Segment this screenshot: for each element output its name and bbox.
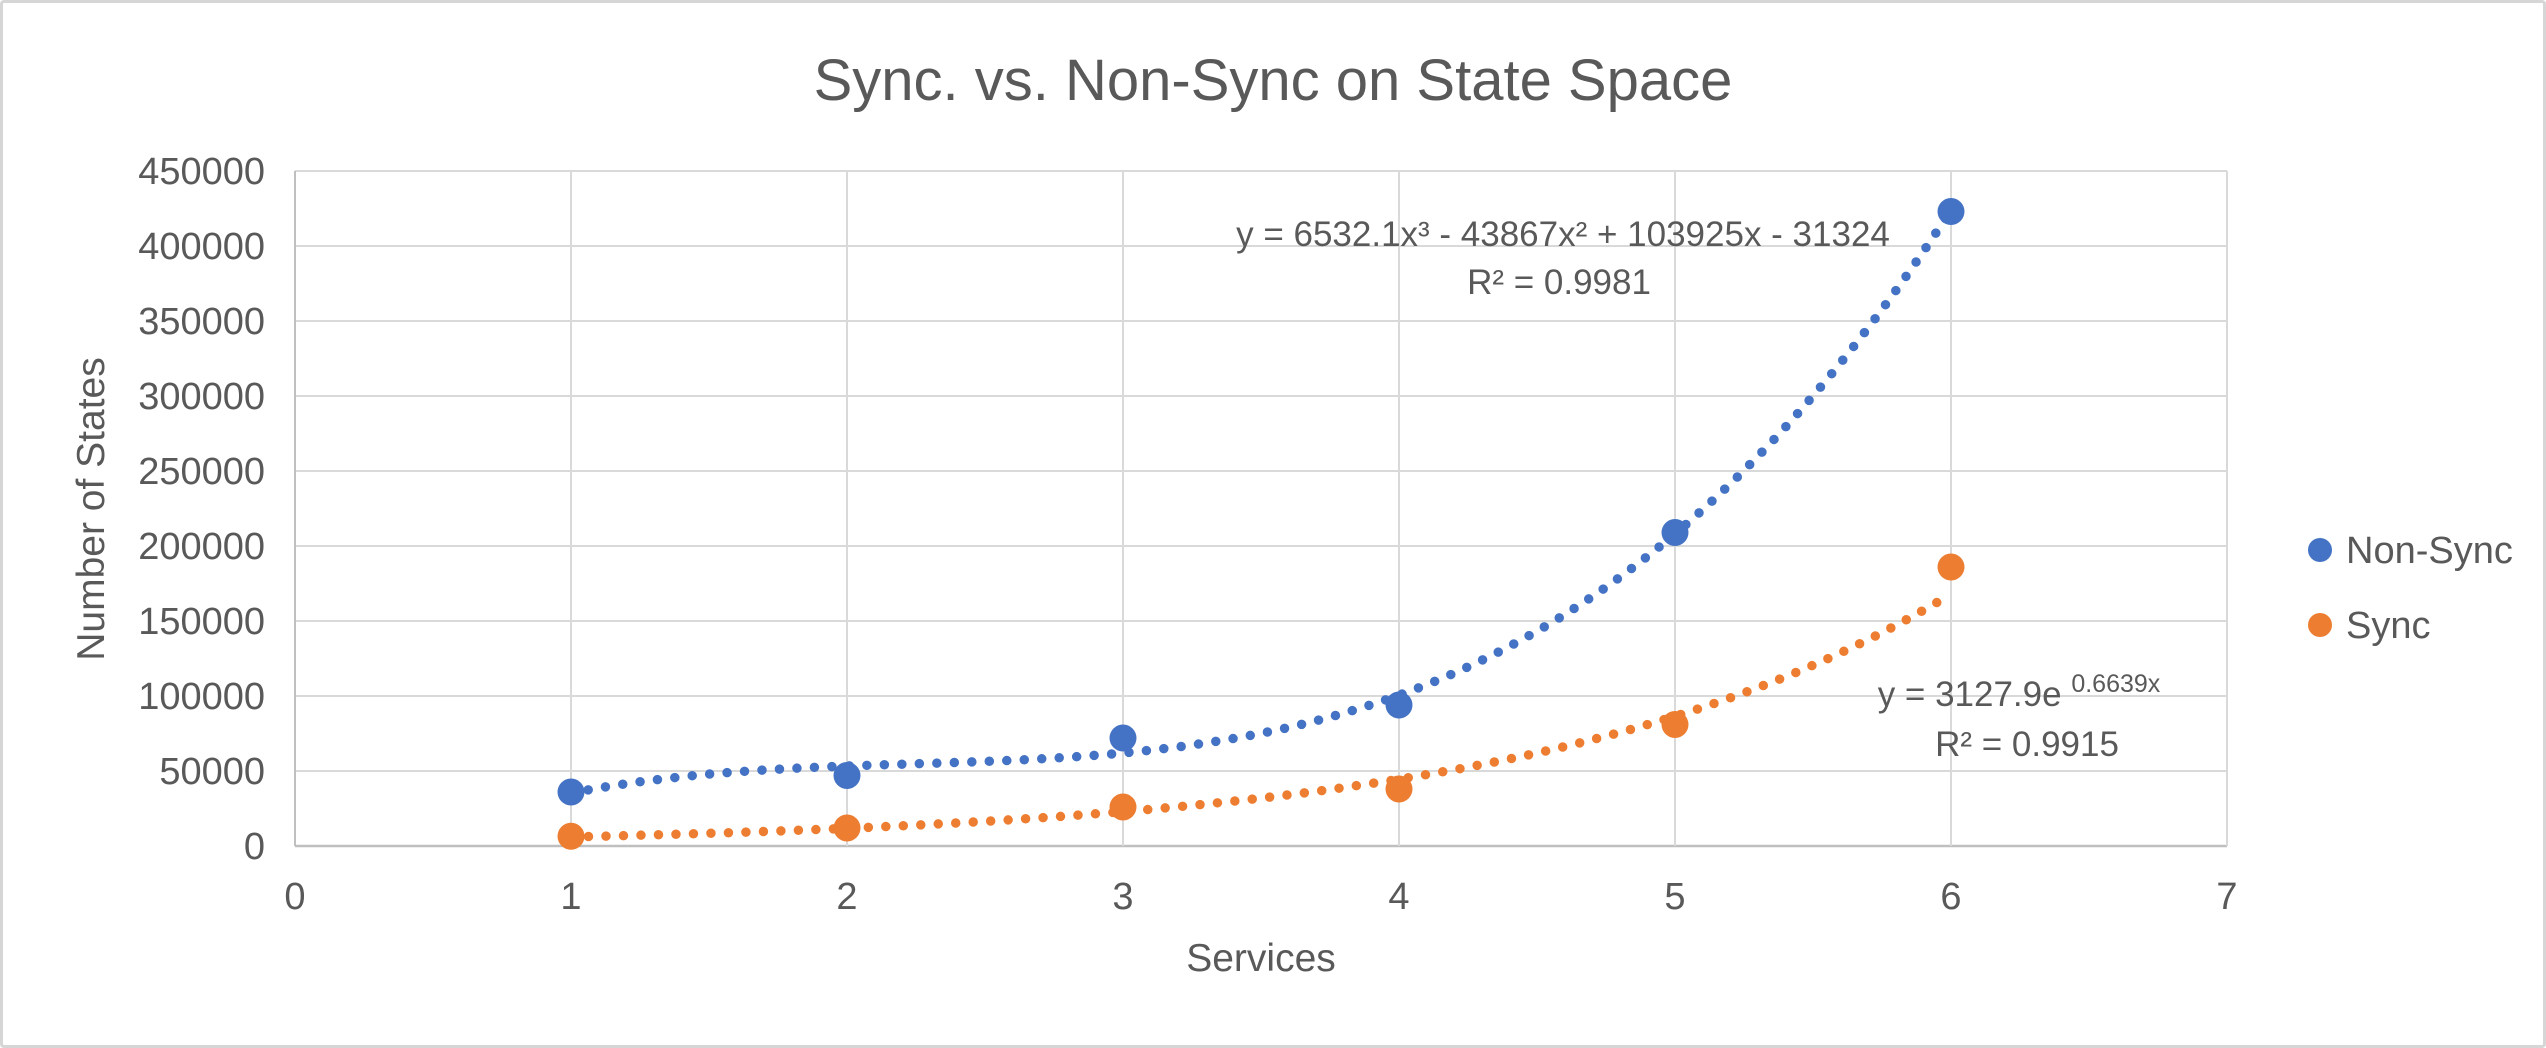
equation-base: y = 3127.9e (1878, 675, 2062, 714)
y-tick-label: 0 (244, 826, 265, 868)
series-non-sync (557, 198, 1965, 806)
series-sync (557, 553, 1965, 850)
y-tick-label: 50000 (159, 751, 265, 793)
data-point-sync (557, 822, 585, 850)
data-point-non-sync (557, 778, 585, 806)
data-point-sync (1385, 775, 1413, 803)
y-tick-label: 350000 (138, 301, 265, 343)
y-tick-label: 200000 (138, 526, 265, 568)
y-tick-label: 400000 (138, 226, 265, 268)
y-axis-title: Number of States (70, 357, 113, 660)
trendline-equation-non-sync: y = 6532.1x³ - 43867x² + 103925x - 31324 (1236, 215, 1890, 254)
x-axis-ticks: 0 1 2 3 4 5 6 7 (284, 876, 2237, 918)
data-point-sync (833, 814, 861, 842)
legend-label-sync: Sync (2346, 605, 2430, 647)
x-tick-label: 7 (2216, 876, 2237, 918)
x-tick-label: 6 (1940, 876, 1961, 918)
data-point-non-sync (833, 762, 861, 789)
data-point-sync (1109, 793, 1137, 821)
y-tick-label: 250000 (138, 451, 265, 493)
y-tick-label: 450000 (138, 151, 265, 193)
legend-marker-sync (2308, 613, 2332, 637)
legend-label-non-sync: Non-Sync (2346, 530, 2513, 572)
r-squared-sync: R² = 0.9915 (1935, 725, 2119, 764)
y-tick-label: 300000 (138, 376, 265, 418)
scatter-chart: 0500001000001500002000002500003000003500… (70, 48, 2513, 980)
x-tick-label: 1 (560, 876, 581, 918)
data-point-non-sync (1109, 724, 1137, 752)
y-tick-label: 100000 (138, 676, 265, 718)
trendline-sync (566, 589, 1956, 842)
data-point-sync (1937, 553, 1965, 581)
trendlines (566, 205, 1956, 842)
data-point-non-sync (1661, 519, 1689, 546)
legend: Non-Sync Sync (2308, 530, 2513, 647)
data-points (557, 198, 1965, 850)
trendline-non-sync (566, 205, 1956, 798)
y-tick-label: 150000 (138, 601, 265, 643)
r-squared-non-sync: R² = 0.9981 (1467, 263, 1651, 302)
equation-exponent: 0.6639x (2071, 670, 2160, 698)
legend-marker-non-sync (2308, 538, 2332, 562)
x-tick-label: 5 (1664, 876, 1685, 918)
data-point-sync (1661, 711, 1689, 738)
data-point-non-sync (1937, 198, 1965, 225)
y-axis-ticks: 0 50000 100000 150000 200000 250000 300000 3500… (138, 151, 265, 868)
x-tick-label: 4 (1388, 876, 1409, 918)
x-axis-title: Services (1186, 937, 1336, 980)
x-tick-label: 3 (1112, 876, 1133, 918)
data-point-non-sync (1385, 691, 1413, 719)
x-tick-label: 2 (836, 876, 857, 918)
x-tick-label: 0 (284, 876, 305, 918)
trendline-equation-sync: y = 3127.9e 0.6639x (1878, 670, 2161, 714)
chart-title: Sync. vs. Non-Sync on State Space (814, 48, 1733, 113)
